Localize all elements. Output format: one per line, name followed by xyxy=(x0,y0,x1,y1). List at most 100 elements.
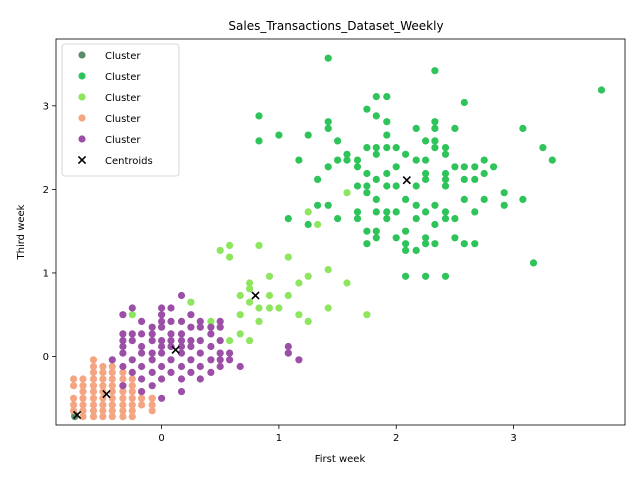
cluster-2-point xyxy=(295,279,303,287)
cluster-1-point xyxy=(460,163,468,171)
cluster-1-point xyxy=(372,227,380,235)
cluster-4-point xyxy=(177,317,186,325)
cluster-3-point xyxy=(79,407,87,415)
cluster-3-point xyxy=(138,394,146,402)
cluster-3-point xyxy=(128,388,136,396)
cluster-1-point xyxy=(441,208,450,216)
cluster-4-point xyxy=(128,337,136,345)
cluster-2-point xyxy=(284,253,292,261)
cluster-3-point xyxy=(79,388,87,396)
cluster-1-point xyxy=(422,240,430,248)
cluster-4-point xyxy=(167,342,175,351)
cluster-1-point xyxy=(460,175,468,183)
cluster-1-point xyxy=(372,234,380,242)
cluster-1-point xyxy=(314,175,322,183)
cluster-3-point xyxy=(89,394,98,402)
cluster-4-point xyxy=(196,349,204,357)
centroid-marker xyxy=(251,291,260,300)
cluster-1-point xyxy=(353,156,362,164)
cluster-3-point xyxy=(70,375,78,383)
cluster-4-point xyxy=(108,356,116,364)
cluster-1-point xyxy=(383,131,391,139)
legend-label: Cluster xyxy=(105,135,141,146)
cluster-1-point xyxy=(372,208,380,216)
cluster-1-point xyxy=(597,86,606,94)
cluster-1-point xyxy=(372,144,380,152)
cluster-1-point xyxy=(412,215,420,223)
y-tick-label: 2 xyxy=(43,185,49,196)
y-tick-label: 1 xyxy=(43,268,49,279)
cluster-4-point xyxy=(148,349,156,357)
cluster-2-point xyxy=(284,291,292,300)
cluster-2-point xyxy=(255,241,263,249)
x-tick-label: 2 xyxy=(393,433,399,444)
cluster-4-point xyxy=(187,342,195,351)
cluster-1-point xyxy=(392,182,400,190)
cluster-1-point xyxy=(334,156,342,164)
cluster-1-point xyxy=(383,93,391,101)
cluster-4-point xyxy=(158,304,166,312)
cluster-2-point xyxy=(246,337,254,345)
cluster-1-point xyxy=(431,240,439,248)
cluster-3-point xyxy=(148,394,156,402)
cluster-4-point xyxy=(196,337,204,345)
cluster-4-point xyxy=(177,342,186,351)
cluster-1-point xyxy=(383,182,391,190)
cluster-4-point xyxy=(187,368,195,376)
cluster-2-point xyxy=(246,279,254,287)
cluster-1-point xyxy=(471,175,479,183)
cluster-3-point xyxy=(108,413,116,421)
cluster-1-point xyxy=(500,189,508,197)
cluster-4-point xyxy=(187,311,195,319)
cluster-1-point xyxy=(460,195,468,203)
legend-label: Cluster xyxy=(105,114,141,125)
cluster-4-point xyxy=(207,342,215,351)
cluster-1-point xyxy=(343,156,351,164)
cluster-1-point xyxy=(451,234,459,242)
cluster-1-point xyxy=(392,163,400,171)
cluster-1-point xyxy=(383,208,391,216)
cluster-1-point xyxy=(471,240,479,248)
cluster-4-point xyxy=(158,323,166,331)
cluster-4-point xyxy=(216,323,224,331)
cluster-1-point xyxy=(471,163,479,171)
chart-title: Sales_Transactions_Dataset_Weekly xyxy=(228,19,443,33)
cluster-4-point xyxy=(138,375,146,383)
cluster-1-point xyxy=(480,169,488,178)
cluster-2-point xyxy=(343,279,351,287)
cluster-4-point xyxy=(167,356,175,364)
cluster-1-point xyxy=(480,156,488,164)
cluster-4-point xyxy=(216,317,224,325)
legend-marker xyxy=(78,114,86,122)
cluster-2-point xyxy=(265,304,274,312)
cluster-1-point xyxy=(490,163,498,171)
cluster-1-point xyxy=(392,144,400,152)
cluster-2-point xyxy=(255,304,263,312)
legend-marker xyxy=(78,135,86,143)
cluster-1-point xyxy=(402,150,410,158)
legend-label: Cluster xyxy=(105,93,141,104)
cluster-3-point xyxy=(128,407,136,415)
cluster-1-point xyxy=(431,201,439,209)
points-layer xyxy=(70,54,606,421)
cluster-1-point xyxy=(363,169,371,178)
cluster-1-point xyxy=(372,93,380,101)
cluster-3-point xyxy=(99,368,107,376)
cluster-4-point xyxy=(119,382,127,390)
legend-box xyxy=(61,43,180,177)
legend-entry: Centroids xyxy=(77,155,153,167)
cluster-4-point xyxy=(158,317,166,325)
cluster-4-point xyxy=(148,368,156,376)
centroid-marker xyxy=(171,345,180,354)
legend-marker xyxy=(77,155,87,165)
cluster-2-point xyxy=(304,208,312,216)
cluster-4-point xyxy=(138,330,146,338)
cluster-4-point xyxy=(128,330,136,338)
cluster-2-point xyxy=(343,189,351,197)
cluster-4-point xyxy=(226,356,234,364)
cluster-2-point xyxy=(304,272,312,280)
cluster-4-point xyxy=(119,337,127,345)
cluster-1-point xyxy=(412,156,420,164)
cluster-4-point xyxy=(177,330,186,338)
cluster-2-point xyxy=(128,311,136,319)
